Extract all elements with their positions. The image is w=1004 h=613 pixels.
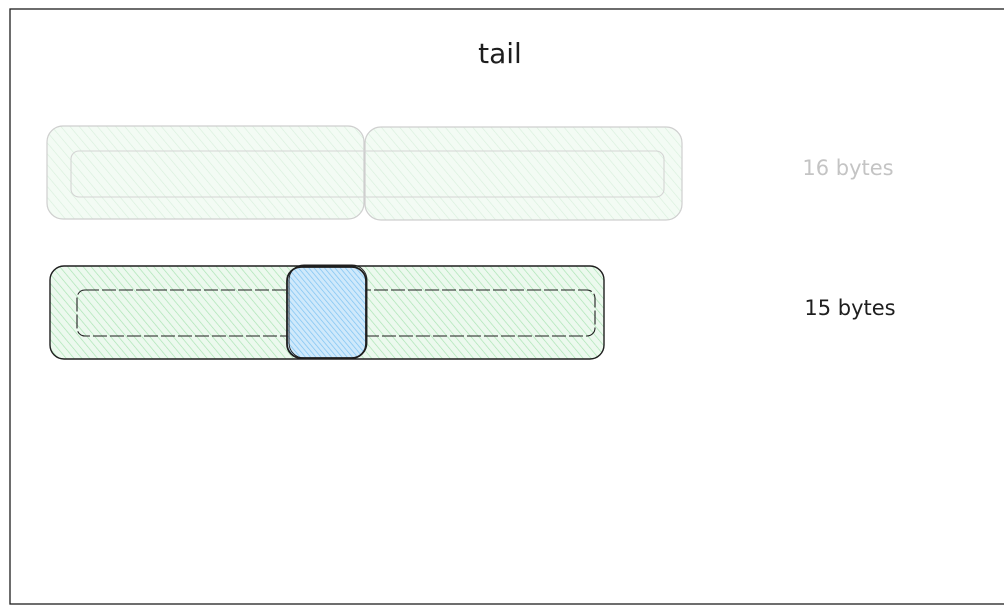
buffer-segment-right [364,126,683,221]
buffer-segment-left [46,125,365,220]
tail-highlight-block [286,266,367,359]
row-15-bytes: 15 bytes [49,264,896,360]
tail-highlight-outline [288,264,368,359]
diagram-title: tail [478,37,522,70]
row-label-16-bytes: 16 bytes [802,156,893,180]
row-label-15-bytes: 15 bytes [804,296,895,320]
row-16-bytes: 16 bytes [46,125,894,221]
buffer-inner-track [70,150,665,198]
